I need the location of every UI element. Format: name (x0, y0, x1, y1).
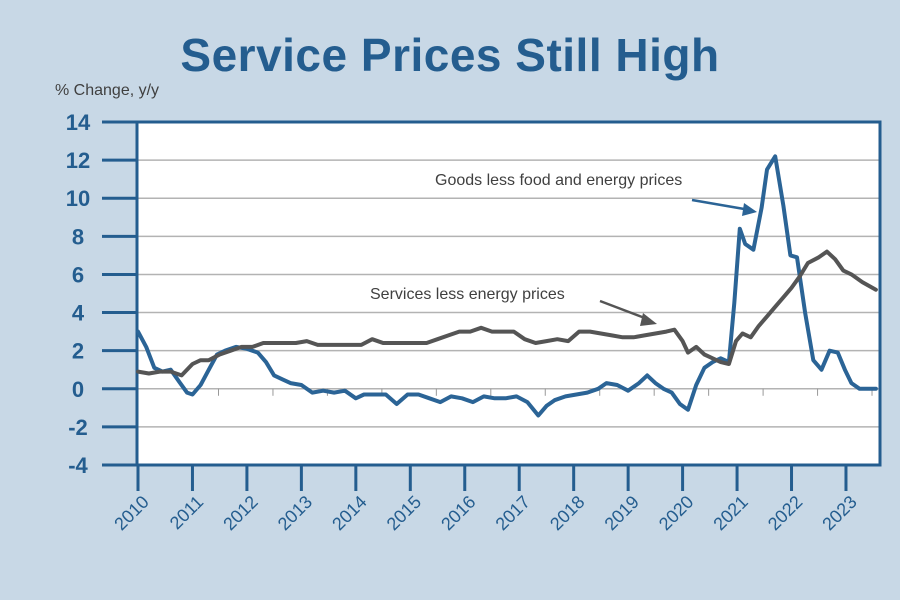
x-tick-label: 2016 (437, 492, 479, 534)
x-tick-label: 2015 (383, 492, 425, 534)
x-tick-label: 2022 (764, 492, 806, 534)
y-tick-label: 6 (72, 262, 84, 287)
y-axis-label: % Change, y/y (55, 82, 160, 99)
annotation-goods-arrow (691, 198, 751, 212)
series-lines (136, 154, 878, 418)
y-tick-label: 0 (72, 377, 84, 402)
x-tick-label: 2021 (709, 492, 751, 534)
x-tick-label: 2010 (110, 492, 152, 534)
plot-area (137, 122, 880, 465)
gridlines (137, 159, 880, 428)
x-tick-label: 2014 (328, 492, 370, 534)
y-tick-label: -2 (68, 415, 88, 440)
x-tick-label: 2012 (219, 492, 261, 534)
y-tick-label: 2 (72, 339, 84, 364)
annotation-goods-arrowhead (742, 203, 757, 216)
x-tick-label: 2023 (818, 492, 860, 534)
y-tick-label: 14 (66, 110, 91, 135)
y-tick-label: 12 (66, 148, 90, 173)
y-tick-label: 10 (66, 186, 90, 211)
annotation-services: Services less energy prices (370, 286, 565, 303)
chart-title: Service Prices Still High (180, 29, 720, 81)
x-tick-label: 2020 (655, 492, 697, 534)
annotations: Goods less food and energy prices Servic… (370, 172, 757, 326)
annotation-goods: Goods less food and energy prices (435, 172, 682, 189)
annotation-services-arrowhead (640, 313, 657, 326)
x-tick-label: 2017 (492, 492, 534, 534)
series-line-goods (136, 154, 878, 418)
y-tick-label: 8 (72, 224, 84, 249)
annotation-services-arrow (599, 299, 651, 322)
x-tick-label: 2013 (274, 492, 316, 534)
x-tick-label: 2018 (546, 492, 588, 534)
y-tick-label: -4 (68, 453, 88, 478)
x-tick-label: 2011 (166, 492, 208, 534)
plot-frame (135, 120, 882, 467)
y-tick-label: 4 (72, 301, 85, 326)
series-line-services (136, 249, 878, 378)
x-tick-label: 2019 (601, 492, 643, 534)
